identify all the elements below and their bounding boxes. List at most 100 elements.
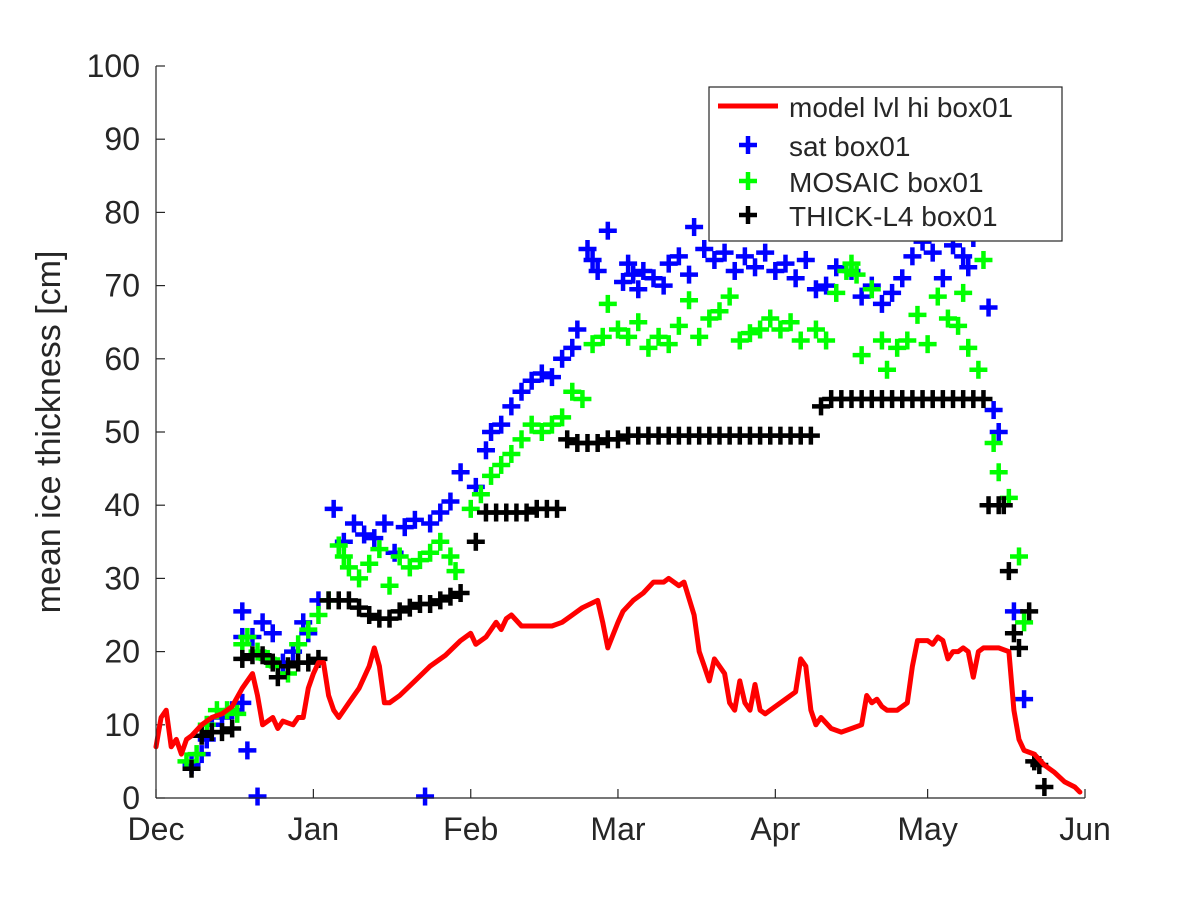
data-point (421, 543, 440, 562)
data-point (471, 485, 490, 504)
data-point (938, 309, 957, 328)
data-point (639, 338, 658, 357)
data-point (238, 627, 257, 646)
data-point (766, 261, 785, 280)
data-point (380, 609, 399, 628)
data-point (482, 423, 501, 441)
data-point (918, 335, 937, 354)
data-point (233, 602, 252, 621)
data-point (563, 382, 582, 401)
data-point (619, 327, 638, 346)
data-point (872, 331, 891, 350)
data-point (355, 525, 374, 544)
y-tick-label: 50 (104, 414, 140, 450)
data-point (309, 606, 328, 624)
data-point (482, 466, 501, 485)
data-point (517, 503, 536, 522)
data-point (360, 606, 379, 624)
data-point (390, 602, 409, 621)
legend-marker-swatch (739, 136, 757, 154)
data-point (1035, 778, 1054, 797)
data-point (400, 558, 419, 577)
data-point (289, 635, 308, 654)
x-tick-label: May (897, 811, 957, 847)
legend-label: THICK-L4 box01 (789, 201, 998, 232)
data-point (634, 261, 653, 280)
data-point (669, 316, 688, 335)
x-tick-label: Jun (1059, 811, 1111, 847)
data-point (238, 741, 257, 760)
data-point (959, 338, 978, 357)
data-point (1020, 602, 1039, 621)
data-point (542, 415, 561, 434)
data-point (771, 320, 790, 339)
data-point (756, 243, 775, 262)
data-point (598, 294, 617, 313)
series-3 (182, 390, 1054, 797)
data-point (827, 258, 846, 277)
data-point (558, 430, 577, 449)
data-point (400, 598, 419, 617)
data-point (593, 327, 612, 346)
data-point (492, 415, 511, 434)
y-axis-ticks: 0 10 20 30 40 50 60 70 80 90 100 (87, 48, 165, 816)
data-point (989, 463, 1008, 482)
data-point (659, 254, 678, 273)
data-point (644, 269, 663, 288)
data-point (806, 320, 825, 339)
data-point (619, 254, 638, 273)
data-point (278, 657, 297, 676)
data-point (852, 287, 871, 306)
data-point (705, 250, 724, 269)
data-point (898, 331, 917, 350)
data-point (492, 455, 511, 474)
y-tick-label: 30 (104, 560, 140, 596)
data-point (365, 529, 384, 548)
data-point (588, 433, 607, 452)
data-point (410, 551, 429, 570)
y-tick-label: 40 (104, 487, 140, 523)
data-point (461, 499, 480, 518)
data-point (431, 532, 450, 551)
data-point (339, 558, 358, 577)
data-point (979, 298, 998, 317)
data-point (690, 327, 709, 346)
data-point (629, 313, 648, 332)
data-point (542, 368, 561, 387)
data-point (933, 269, 952, 288)
data-point (994, 496, 1013, 515)
data-point (928, 287, 947, 306)
data-point (659, 335, 678, 354)
legend-label: sat box01 (789, 131, 910, 162)
data-point (212, 723, 231, 742)
data-point (395, 518, 414, 537)
data-point (817, 331, 836, 350)
data-point (466, 532, 485, 551)
y-tick-label: 20 (104, 634, 140, 670)
data-point (974, 250, 993, 269)
data-point (1015, 613, 1034, 632)
data-point (740, 324, 759, 343)
data-point (695, 240, 714, 258)
data-point (350, 598, 369, 617)
data-point (598, 221, 617, 240)
data-point (862, 280, 881, 299)
legend-box (708, 86, 1063, 242)
data-point (405, 510, 424, 529)
data-point (339, 591, 358, 610)
data-point (720, 287, 739, 306)
data-point (441, 587, 460, 606)
data-point (253, 646, 272, 665)
data-point (476, 441, 495, 460)
data-point (852, 346, 871, 365)
plot-marks (153, 218, 1083, 806)
data-point (872, 294, 891, 313)
y-tick-label: 70 (104, 268, 140, 304)
data-point (761, 309, 780, 328)
data-point (974, 390, 993, 409)
data-point (350, 569, 369, 588)
x-tick-label: Apr (750, 811, 800, 847)
data-point (781, 313, 800, 332)
data-point (624, 265, 643, 284)
